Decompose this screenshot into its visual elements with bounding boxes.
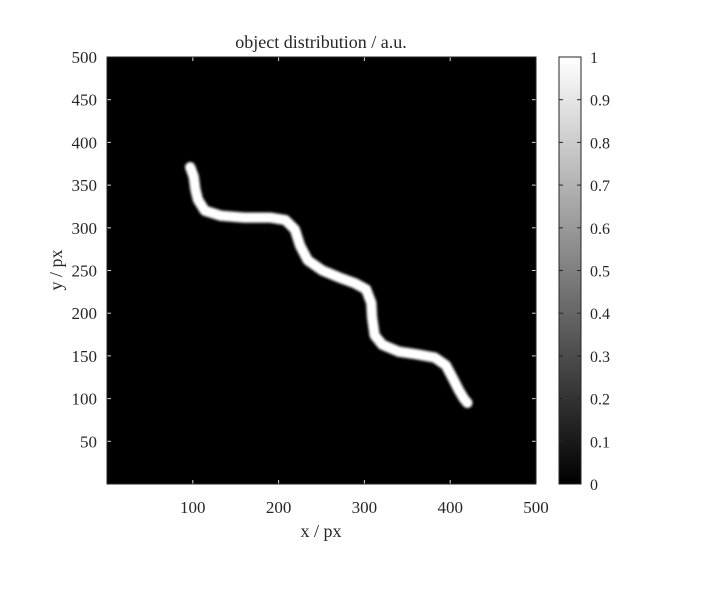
y-tick-label: 250 [72,262,98,281]
x-tick-label: 100 [180,498,206,517]
colorbar-tick-label: 0.2 [590,392,610,409]
colorbar-tick-label: 0.1 [590,434,610,451]
x-tick-label: 300 [352,498,378,517]
colorbar-tick-label: 0.3 [590,349,610,366]
plot-frame [106,56,537,485]
y-tick-label: 350 [72,176,98,195]
y-tick-label: 150 [72,347,98,366]
colorbar-tick-label: 0.6 [590,221,610,238]
x-axis-ticks: 100 200 300 400 500 [180,57,549,517]
y-tick-label: 300 [72,219,98,238]
x-tick-label: 200 [266,498,292,517]
colorbar-tick-label: 0.5 [590,264,610,281]
colorbar-tick-label: 0.9 [590,93,610,110]
y-tick-label: 200 [72,304,98,323]
y-tick-label: 500 [72,48,98,67]
y-axis-ticks: 50 100 150 200 250 300 350 400 450 500 [72,48,536,451]
y-tick-label: 100 [72,390,98,409]
x-tick-label: 500 [523,498,549,517]
colorbar-tick-label: 1 [590,50,598,67]
colorbar-tick-label: 0 [590,477,598,494]
colorbar-ticks: 0 0.1 0.2 0.3 0.4 0.5 0.6 0.7 0.8 0.9 1 [559,50,610,494]
colorbar-tick-label: 0.8 [590,135,610,152]
y-tick-label: 450 [72,91,98,110]
colorbar-tick-label: 0.7 [590,178,610,195]
y-tick-label: 400 [72,133,98,152]
y-axis-label: y / px [46,249,66,290]
colorbar-tick-label: 0.4 [590,306,610,323]
chart-title: object distribution / a.u. [235,32,406,52]
y-tick-label: 50 [80,432,97,451]
object-curve [185,162,473,409]
x-axis-label: x / px [300,521,341,541]
x-tick-label: 400 [437,498,463,517]
